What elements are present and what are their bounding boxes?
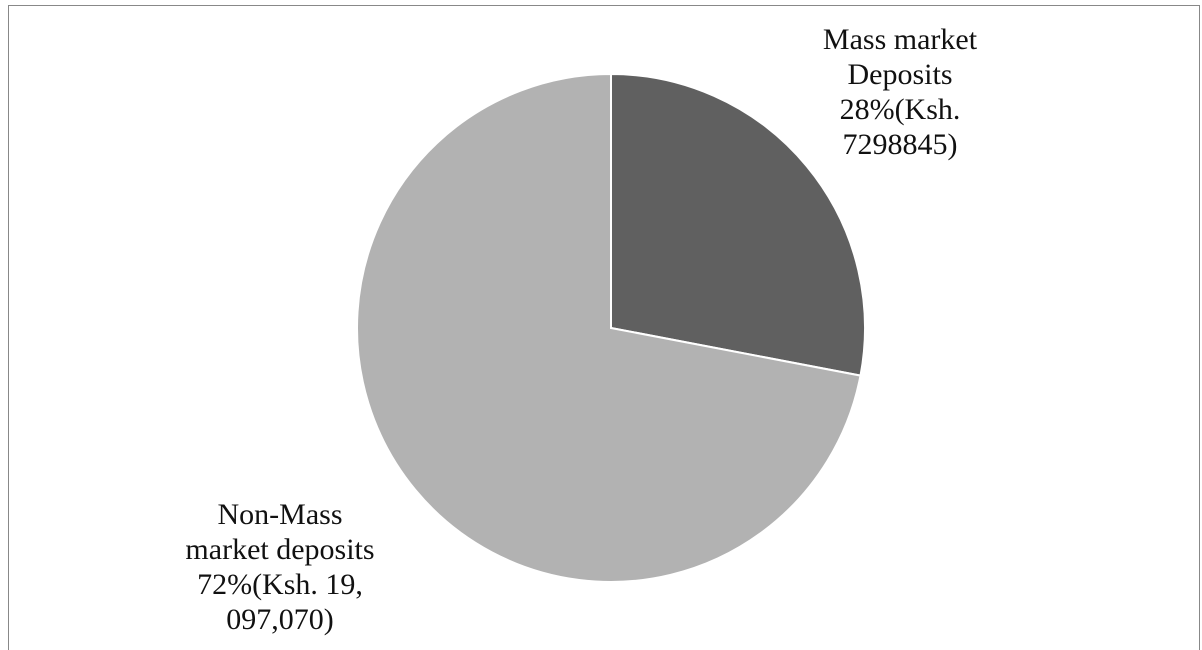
slice-label: Mass market Deposits 28%(Ksh. 7298845): [810, 22, 990, 162]
category-label: Non-Mass market deposits: [185, 498, 375, 566]
slice-label: Non-Mass market deposits 72%(Ksh. 19, 09…: [175, 497, 385, 637]
chart-frame: [8, 5, 1200, 650]
category-label: Mass market Deposits: [822, 23, 978, 91]
value-label: 28%(Ksh. 7298845): [839, 93, 961, 161]
pie-slice: [356, 72, 862, 583]
pie-slice: [610, 72, 866, 377]
value-label: 72%(Ksh. 19, 097,070): [197, 568, 363, 636]
